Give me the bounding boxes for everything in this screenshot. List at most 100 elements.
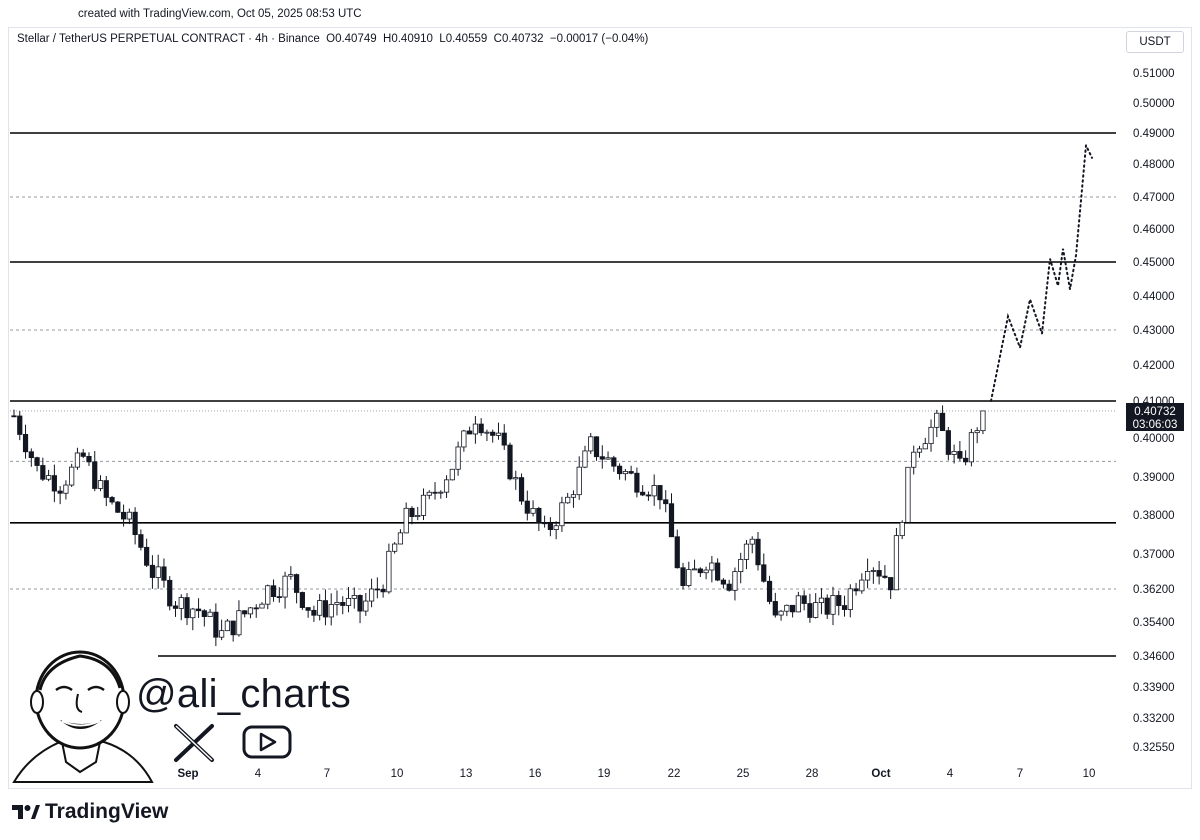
candle[interactable] [732,567,738,601]
tradingview-logo[interactable]: TradingView [12,800,168,824]
candle[interactable] [570,490,577,508]
candle[interactable] [536,506,542,532]
candle[interactable] [247,607,254,619]
candle[interactable] [576,456,582,500]
candle[interactable] [691,559,698,571]
candle[interactable] [703,566,709,580]
candle[interactable] [403,502,409,534]
candle[interactable] [92,451,98,492]
candle[interactable] [674,529,680,569]
candle[interactable] [46,469,52,482]
candle[interactable] [172,601,179,617]
candle[interactable] [738,552,744,584]
projection-line[interactable] [990,141,1093,402]
candle[interactable] [859,573,865,594]
candle[interactable] [836,590,842,616]
candle[interactable] [69,463,75,487]
candle[interactable] [968,428,975,467]
candle[interactable] [149,555,156,589]
currency-selector[interactable]: USDT [1126,31,1184,53]
candle[interactable] [720,578,727,589]
candle[interactable] [513,470,519,490]
candle[interactable] [103,475,109,507]
candle[interactable] [392,542,398,554]
candle[interactable] [86,452,92,466]
candle[interactable] [80,449,86,459]
candle[interactable] [870,567,876,584]
candle[interactable] [409,506,415,525]
candle[interactable] [397,529,404,545]
candle[interactable] [547,517,553,537]
candle[interactable] [974,427,980,444]
candle[interactable] [426,490,432,500]
candle[interactable] [945,427,951,461]
candle[interactable] [461,429,467,452]
candle[interactable] [790,604,796,618]
candle[interactable] [778,609,784,621]
candle[interactable] [663,490,669,513]
candle[interactable] [213,603,219,647]
candle[interactable] [916,445,923,458]
candle[interactable] [357,594,363,624]
candle[interactable] [138,529,144,551]
candle[interactable] [957,440,963,461]
candle[interactable] [565,492,571,504]
candle[interactable] [184,593,190,626]
candle[interactable] [922,437,928,450]
candle[interactable] [553,521,559,540]
candle[interactable] [270,579,277,602]
candle[interactable] [109,495,115,505]
candle[interactable] [478,418,484,436]
candle[interactable] [17,411,23,441]
candle[interactable] [801,590,807,611]
candle[interactable] [259,602,265,609]
candle[interactable] [57,485,63,505]
candle[interactable] [813,593,819,619]
candle[interactable] [161,558,167,588]
candle[interactable] [74,447,81,470]
candle[interactable] [588,432,594,454]
candle[interactable] [749,536,755,554]
candle[interactable] [622,468,628,481]
candle[interactable] [305,607,311,618]
candle[interactable] [824,594,830,620]
candle[interactable] [351,587,357,609]
candle[interactable] [288,566,294,580]
candle[interactable] [605,451,611,460]
candle[interactable] [167,576,173,611]
candle[interactable] [120,504,127,527]
candle[interactable] [207,608,213,617]
candle[interactable] [63,480,69,500]
candle[interactable] [317,594,323,621]
candle[interactable] [542,515,548,528]
candle[interactable] [668,493,675,538]
candle[interactable] [443,475,450,498]
candle[interactable] [905,466,911,523]
candle[interactable] [219,619,225,641]
candle[interactable] [743,539,750,570]
candle[interactable] [686,561,692,588]
candle[interactable] [455,441,461,476]
candle[interactable] [449,468,455,481]
candle[interactable] [467,426,473,435]
candle[interactable] [190,607,196,631]
candle[interactable] [818,588,825,615]
candle[interactable] [841,595,848,617]
candle[interactable] [784,604,790,617]
candle[interactable] [761,553,767,583]
candle[interactable] [709,556,715,583]
candle[interactable] [178,594,184,621]
candle[interactable] [726,579,732,592]
candle[interactable] [772,592,778,618]
candle[interactable] [766,575,773,605]
candle[interactable] [495,422,502,440]
candle[interactable] [265,584,271,610]
candle[interactable] [490,429,496,443]
candle[interactable] [97,475,104,492]
candle[interactable] [242,610,248,618]
candle[interactable] [888,577,894,600]
candle[interactable] [640,485,646,497]
candle[interactable] [11,409,17,418]
candle[interactable] [328,593,334,626]
